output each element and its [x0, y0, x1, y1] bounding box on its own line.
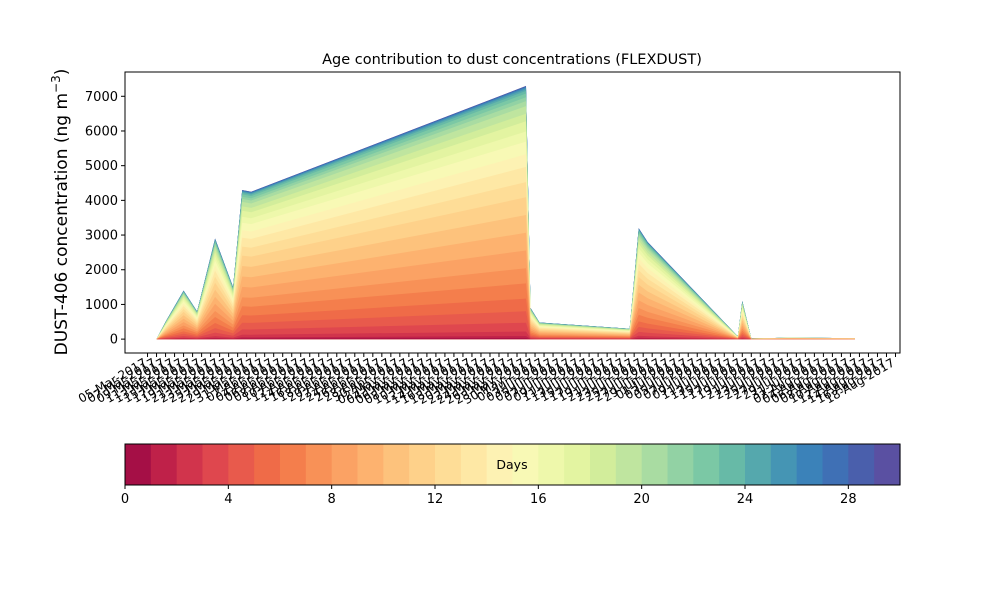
colorbar-tick-label: 12: [427, 492, 444, 507]
colorbar-tick-label: 28: [840, 492, 857, 507]
colorbar-segment: [280, 444, 307, 485]
colorbar-segment: [590, 444, 617, 485]
colorbar-segment: [383, 444, 410, 485]
y-axis-label-main: DUST-406 concentration (ng m: [52, 93, 72, 355]
y-tick-label: 4000: [85, 194, 118, 209]
age-layer-0: [156, 338, 855, 340]
colorbar-segment: [848, 444, 875, 485]
colorbar-tick-label: 0: [121, 492, 129, 507]
colorbar-segment: [305, 444, 333, 485]
colorbar: [125, 444, 901, 485]
area-layers: [156, 85, 855, 340]
y-tick-label: 5000: [85, 159, 118, 174]
colorbar-tick-label: 20: [633, 492, 650, 507]
colorbar-tick-label: 16: [530, 492, 547, 507]
x-axis: 05-Mar-201707-Mar-201709-Mar-201711-Mar-…: [76, 353, 897, 407]
colorbar-segment: [538, 444, 565, 485]
y-axis-label-close: ): [52, 69, 72, 76]
colorbar-segment: [796, 444, 824, 485]
colorbar-segment: [202, 444, 229, 485]
colorbar-segment: [641, 444, 669, 485]
colorbar-segment: [719, 444, 746, 485]
y-tick-label: 2000: [85, 263, 118, 278]
plot-frame: [124, 71, 901, 354]
colorbar-segment: [357, 444, 384, 485]
colorbar-tick-label: 24: [737, 492, 754, 507]
colorbar-ticks: 0 4 8 12 16 20 24 28: [121, 485, 857, 507]
colorbar-segment: [228, 444, 255, 485]
y-axis-label: DUST-406 concentration (ng m−3): [49, 69, 72, 356]
colorbar-segment: [770, 444, 798, 485]
y-axis: 0 1000 2000 3000 4000 5000 6000 7000: [85, 90, 125, 348]
colorbar-segment: [331, 444, 359, 485]
colorbar-segment: [667, 444, 694, 485]
y-tick-label: 0: [110, 333, 118, 348]
y-tick-label: 7000: [85, 90, 118, 105]
colorbar-segment: [512, 444, 539, 485]
colorbar-segment: [822, 444, 849, 485]
colorbar-tick-label: 4: [224, 492, 232, 507]
y-tick-label: 6000: [85, 124, 118, 139]
colorbar-segment: [874, 444, 901, 485]
colorbar-tick-label: 8: [328, 492, 336, 507]
y-tick-label: 1000: [85, 298, 118, 313]
colorbar-segment: [564, 444, 591, 485]
colorbar-segment: [486, 444, 514, 485]
colorbar-segment: [254, 444, 281, 485]
chart-title: Age contribution to dust concentrations …: [322, 52, 702, 68]
colorbar-segment: [460, 444, 488, 485]
colorbar-segment: [693, 444, 720, 485]
colorbar-segment: [615, 444, 643, 485]
colorbar-segment: [176, 444, 204, 485]
age-layer-1: [156, 336, 855, 340]
y-axis-label-sup: −3: [49, 75, 63, 93]
colorbar-segment: [150, 444, 178, 485]
colorbar-segment: [435, 444, 462, 485]
colorbar-frame: [124, 443, 901, 486]
colorbar-segment: [125, 444, 152, 485]
y-tick-label: 3000: [85, 229, 118, 244]
colorbar-segment: [745, 444, 772, 485]
colorbar-segment: [409, 444, 436, 485]
colorbar-label: Days: [496, 457, 527, 472]
